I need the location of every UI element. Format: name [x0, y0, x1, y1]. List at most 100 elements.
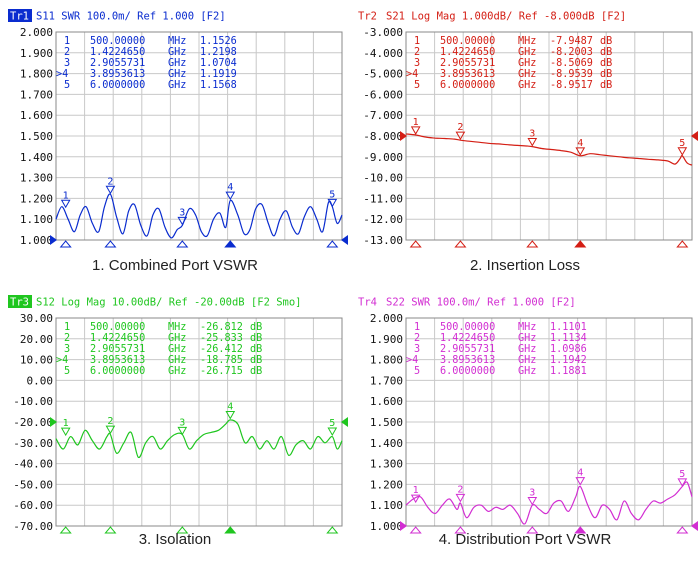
y-tick-label: -10.00 — [13, 395, 53, 408]
marker-table-cell: GHz — [518, 355, 536, 366]
marker-triangle — [677, 147, 688, 156]
marker-table-cell: GHz — [518, 80, 536, 91]
ref-marker-right — [341, 235, 348, 245]
marker-table-cell: GHz — [518, 58, 536, 69]
ref-marker-left — [400, 521, 407, 531]
trace-label: Tr1 — [10, 11, 29, 23]
y-tick-label: -13.00 — [363, 234, 403, 247]
marker-label: 3 — [529, 487, 535, 498]
marker-triangle — [327, 427, 338, 436]
marker-triangle — [527, 496, 538, 506]
trace-line — [406, 134, 692, 165]
marker-table-cell: -8.2003 — [550, 47, 593, 58]
marker-table-cell: 1.1134 — [550, 333, 587, 344]
marker-table-cell: 3 — [414, 58, 420, 69]
marker-table-cell: -26.715 — [200, 366, 243, 377]
ref-marker-left — [50, 417, 57, 427]
marker-triangle — [455, 493, 466, 503]
marker-table-cell: 1.1568 — [200, 80, 237, 91]
marker-triangle — [677, 478, 688, 487]
marker-table-cell: -26.412 — [200, 344, 243, 355]
trace-label: Tr3 — [10, 297, 29, 309]
marker-table-cell: GHz — [518, 333, 536, 344]
marker-table-cell: 3.8953613 — [440, 69, 495, 80]
marker-table-cell: -26.812 — [200, 322, 243, 333]
axis-marker — [104, 526, 117, 534]
marker-table-cell: 1.4224650 — [440, 47, 495, 58]
marker-table-cell: GHz — [168, 366, 186, 377]
trace-label: Tr2 — [358, 11, 377, 23]
marker-table-cell: dB — [250, 333, 262, 344]
chart-caption-4: 4. Distribution Port VSWR — [438, 531, 612, 548]
marker-label: 4 — [227, 182, 233, 193]
y-tick-label: -8.000 — [363, 130, 403, 143]
marker-table-cell: 2.9055731 — [90, 58, 145, 69]
marker-table-cell: MHz — [168, 36, 186, 47]
ref-marker-left — [400, 131, 407, 141]
marker-label: 5 — [679, 469, 685, 480]
marker-table-cell: GHz — [518, 69, 536, 80]
marker-table-cell: 500.00000 — [90, 36, 145, 47]
marker-table-cell: GHz — [168, 333, 186, 344]
y-tick-label: -3.000 — [363, 26, 403, 39]
marker-table-cell: GHz — [518, 344, 536, 355]
marker-table-cell: dB — [600, 80, 612, 91]
axis-marker — [224, 526, 237, 534]
marker-table-cell: 2 — [414, 333, 420, 344]
trace-line — [406, 482, 692, 524]
y-tick-label: 1.900 — [370, 333, 403, 346]
marker-table-cell: -25.833 — [200, 333, 243, 344]
marker-table-cell: 2.9055731 — [440, 58, 495, 69]
marker-table-cell: 1.1881 — [550, 366, 587, 377]
marker-table-cell: 1.0986 — [550, 344, 587, 355]
y-tick-label: 30.00 — [20, 312, 53, 325]
marker-table-cell: 5 — [414, 80, 420, 91]
marker-table-cell: >4 — [406, 355, 418, 366]
y-tick-label: 1.000 — [370, 520, 403, 533]
marker-table-cell: 6.0000000 — [90, 80, 145, 91]
ref-marker-right — [341, 417, 348, 427]
marker-label: 3 — [179, 207, 185, 218]
axis-marker — [454, 240, 467, 248]
axis-marker — [224, 240, 237, 248]
y-tick-label: 20.00 — [20, 333, 53, 346]
marker-triangle — [410, 494, 421, 504]
y-tick-label: 1.900 — [20, 47, 53, 60]
marker-table-cell: dB — [600, 36, 612, 47]
y-tick-label: 1.600 — [20, 109, 53, 122]
marker-table-cell: dB — [600, 47, 612, 58]
y-tick-label: 0.00 — [27, 374, 54, 387]
marker-table-cell: 3.8953613 — [90, 355, 145, 366]
marker-table-cell: dB — [250, 344, 262, 355]
axis-marker — [326, 526, 339, 534]
trace-line — [56, 420, 342, 458]
marker-table-cell: 500.00000 — [90, 322, 145, 333]
marker-triangle — [327, 198, 338, 208]
marker-table-cell: GHz — [168, 58, 186, 69]
marker-table-cell: GHz — [518, 47, 536, 58]
marker-table-cell: 1.2198 — [200, 47, 237, 58]
y-tick-label: 1.300 — [20, 172, 53, 185]
marker-table-cell: 3 — [64, 58, 70, 69]
marker-table-cell: dB — [600, 69, 612, 80]
marker-table-cell: dB — [600, 58, 612, 69]
marker-table-cell: 3 — [64, 344, 70, 355]
y-tick-label: 1.200 — [20, 192, 53, 205]
marker-table-cell: >4 — [56, 355, 68, 366]
marker-table-cell: -7.9487 — [550, 36, 593, 47]
y-tick-label: -20.00 — [13, 416, 53, 429]
marker-table-cell: 2.9055731 — [90, 344, 145, 355]
marker-label: 3 — [529, 129, 535, 140]
marker-label: 5 — [329, 418, 335, 429]
axis-marker — [59, 526, 72, 534]
marker-triangle — [60, 199, 71, 209]
marker-table-cell: 1.1101 — [550, 322, 587, 333]
marker-triangle — [455, 131, 466, 141]
marker-triangle — [177, 216, 188, 226]
chart-caption-2: 2. Insertion Loss — [469, 257, 581, 274]
marker-table-cell: 2 — [414, 47, 420, 58]
marker-table-cell: 500.00000 — [440, 36, 495, 47]
axis-marker — [676, 526, 689, 534]
marker-triangle — [575, 477, 586, 486]
marker-table-cell: 500.00000 — [440, 322, 495, 333]
